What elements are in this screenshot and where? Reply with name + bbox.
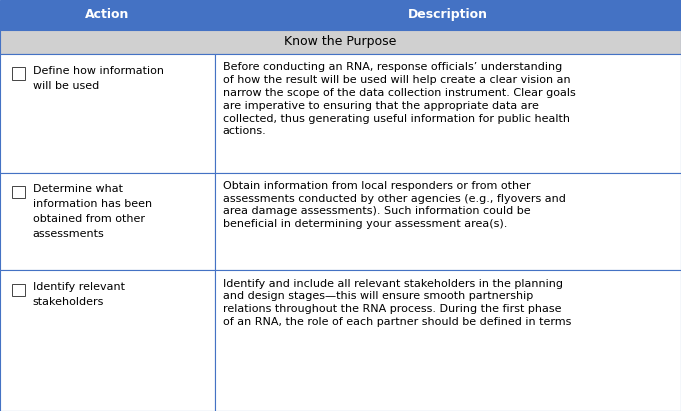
Text: Identify relevant
stakeholders: Identify relevant stakeholders [33,282,125,307]
Text: Obtain information from local responders or from other
assessments conducted by : Obtain information from local responders… [223,181,565,229]
Text: Determine what
information has been
obtained from other
assessments: Determine what information has been obta… [33,184,152,238]
Bar [215,0,681,30]
Bar [215,173,681,270]
Bar [12,67,25,80]
Text: Action: Action [85,8,129,21]
Text: Description: Description [408,8,488,21]
Bar [0,54,215,173]
Bar [0,270,215,411]
Bar [12,186,25,198]
Bar [0,30,681,54]
Bar [0,0,215,30]
Text: Define how information
will be used: Define how information will be used [33,66,163,90]
Bar [215,54,681,173]
Bar [0,173,215,270]
Bar [215,270,681,411]
Bar [12,284,25,296]
Text: Know the Purpose: Know the Purpose [284,35,397,48]
Text: Identify and include all relevant stakeholders in the planning
and design stages: Identify and include all relevant stakeh… [223,279,571,327]
Text: Before conducting an RNA, response officials’ understanding
of how the result wi: Before conducting an RNA, response offic… [223,62,575,136]
